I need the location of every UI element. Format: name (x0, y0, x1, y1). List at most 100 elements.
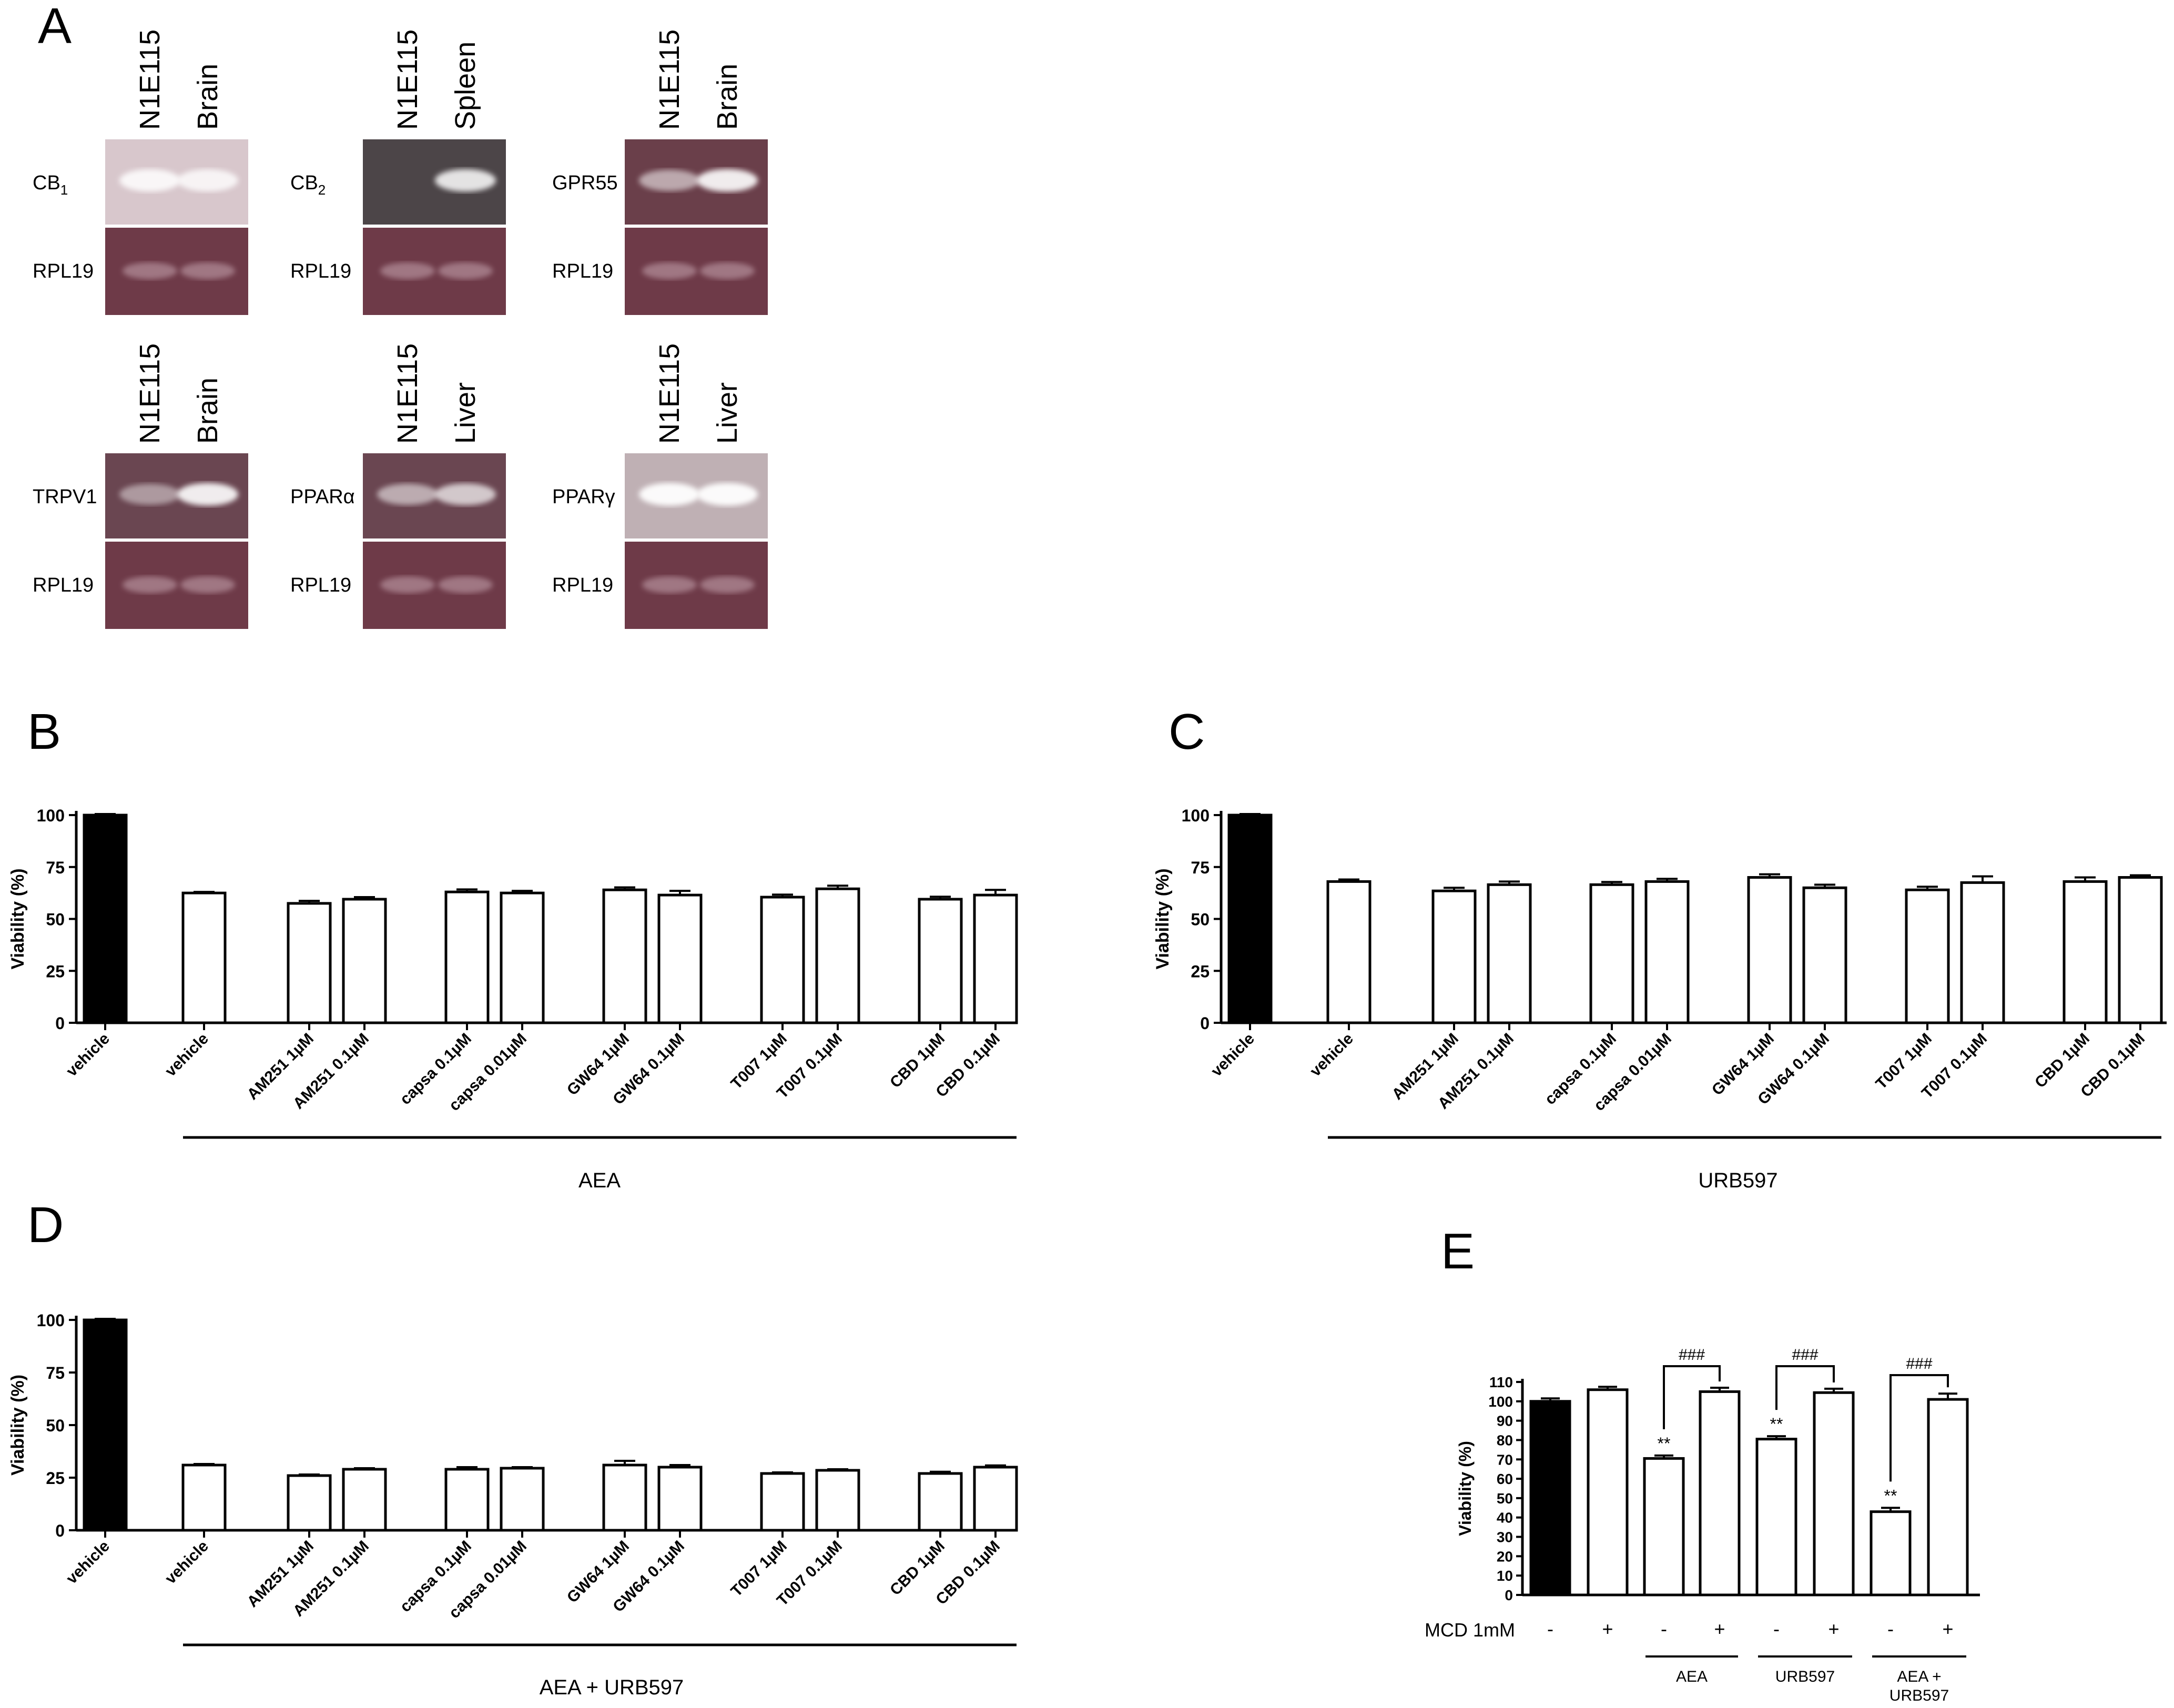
lane-label: Liver (450, 382, 481, 444)
panel-letter-a: A (38, 0, 72, 54)
mcd-sign: + (1602, 1618, 1613, 1640)
bar (918, 898, 963, 1024)
gel-6: N1E115 Liver PPARγ RPL19 (552, 343, 768, 629)
y-tick-label: 110 (1489, 1374, 1513, 1390)
y-tick-label: 50 (46, 910, 65, 929)
target-band (639, 169, 700, 191)
bar (1587, 1388, 1629, 1597)
bar (1960, 881, 2005, 1024)
target-name: GPR55 (552, 172, 618, 194)
lane-label: N1E115 (392, 29, 423, 130)
lane-label: Spleen (450, 42, 481, 130)
gel-5: N1E115 Liver PPARα RPL19 (290, 343, 506, 629)
target-band (119, 169, 180, 192)
bar (1227, 814, 1273, 1024)
control-label: RPL19 (290, 260, 351, 282)
y-tick-label: 30 (1497, 1529, 1513, 1546)
y-tick-label: 0 (1505, 1587, 1513, 1603)
mcd-label: MCD 1mM (1425, 1619, 1515, 1641)
control-band (180, 576, 235, 593)
control-band (123, 576, 177, 593)
bar (657, 1466, 703, 1532)
mcd-sign: - (1887, 1618, 1894, 1640)
y-axis-label: Viability (%) (8, 1375, 28, 1476)
gel-1: N1E115 Brain CB1 RPL19 (33, 29, 248, 315)
comparison-bracket (1663, 1365, 1721, 1429)
y-tick-label: 75 (46, 858, 65, 877)
lane-label: N1E115 (134, 29, 166, 130)
mcd-sign: + (1714, 1618, 1725, 1640)
bar (1643, 1457, 1685, 1597)
target-band (697, 169, 758, 192)
bar (1870, 1510, 1912, 1597)
lane-label: N1E115 (134, 343, 166, 444)
bar (2063, 880, 2108, 1024)
target-name: PPARα (290, 486, 355, 508)
bar (1699, 1390, 1741, 1597)
y-tick-label: 100 (1488, 1394, 1513, 1410)
bar (973, 893, 1018, 1024)
control-label: RPL19 (552, 574, 613, 596)
bar (1644, 880, 1690, 1024)
comparison-mark: ### (1679, 1346, 1705, 1364)
control-label: RPL19 (33, 574, 94, 596)
y-tick-label: 90 (1497, 1413, 1513, 1429)
target-label: PPARγ (552, 486, 615, 508)
y-tick-label: 0 (55, 1014, 65, 1033)
y-tick-label: 75 (46, 1364, 65, 1382)
bar (500, 891, 545, 1024)
chart-panel-e: 0 10 20 30 40 50 60 70 80 90 100 110 Viability (%) - +… (1425, 1346, 1980, 1704)
target-band (177, 169, 238, 192)
panel-letter-d: D (27, 1197, 64, 1253)
bar (973, 1466, 1018, 1532)
bar (815, 1469, 860, 1532)
y-tick-label: 50 (1191, 910, 1210, 929)
bar (1326, 880, 1372, 1024)
bar (444, 1468, 490, 1532)
control-band (642, 576, 697, 593)
target-band (697, 483, 758, 506)
y-tick-label: 50 (46, 1416, 65, 1435)
gel-4: N1E115 Brain TRPV1 RPL19 (33, 343, 248, 629)
target-label: TRPV1 (33, 486, 97, 508)
target-band (119, 484, 180, 505)
group-label-line2: URB597 (1889, 1687, 1949, 1704)
control-label: RPL19 (290, 574, 351, 596)
target-band (435, 483, 496, 505)
y-tick-label: 80 (1497, 1432, 1513, 1448)
bar (602, 888, 647, 1024)
control-band (123, 262, 177, 279)
y-tick-label: 10 (1497, 1568, 1513, 1584)
bar (1589, 883, 1634, 1024)
target-label: GPR55 (552, 172, 618, 194)
category-label: vehicle (63, 1030, 113, 1080)
control-band (380, 576, 435, 593)
mcd-sign: - (1773, 1618, 1780, 1640)
target-band (435, 169, 496, 192)
y-tick-label: 20 (1497, 1548, 1513, 1564)
category-label: vehicle (162, 1030, 212, 1080)
comparison-bracket (1775, 1365, 1835, 1410)
bar (83, 814, 128, 1024)
control-band (700, 576, 755, 593)
group-label: URB597 (1698, 1169, 1777, 1192)
mcd-sign: - (1661, 1618, 1667, 1640)
y-axis-label: Viability (%) (1153, 868, 1173, 969)
bar (1755, 1438, 1797, 1597)
lane-label: Liver (712, 382, 743, 444)
panel-letter-b: B (27, 704, 61, 760)
bar (181, 891, 227, 1024)
bar (2118, 876, 2163, 1024)
bar (444, 890, 490, 1024)
y-tick-label: 70 (1497, 1451, 1513, 1468)
group-label: AEA (578, 1169, 621, 1192)
control-band (380, 262, 435, 279)
group-label: AEA (1676, 1668, 1708, 1685)
lane-label: Brain (192, 64, 224, 130)
bar (815, 887, 860, 1024)
